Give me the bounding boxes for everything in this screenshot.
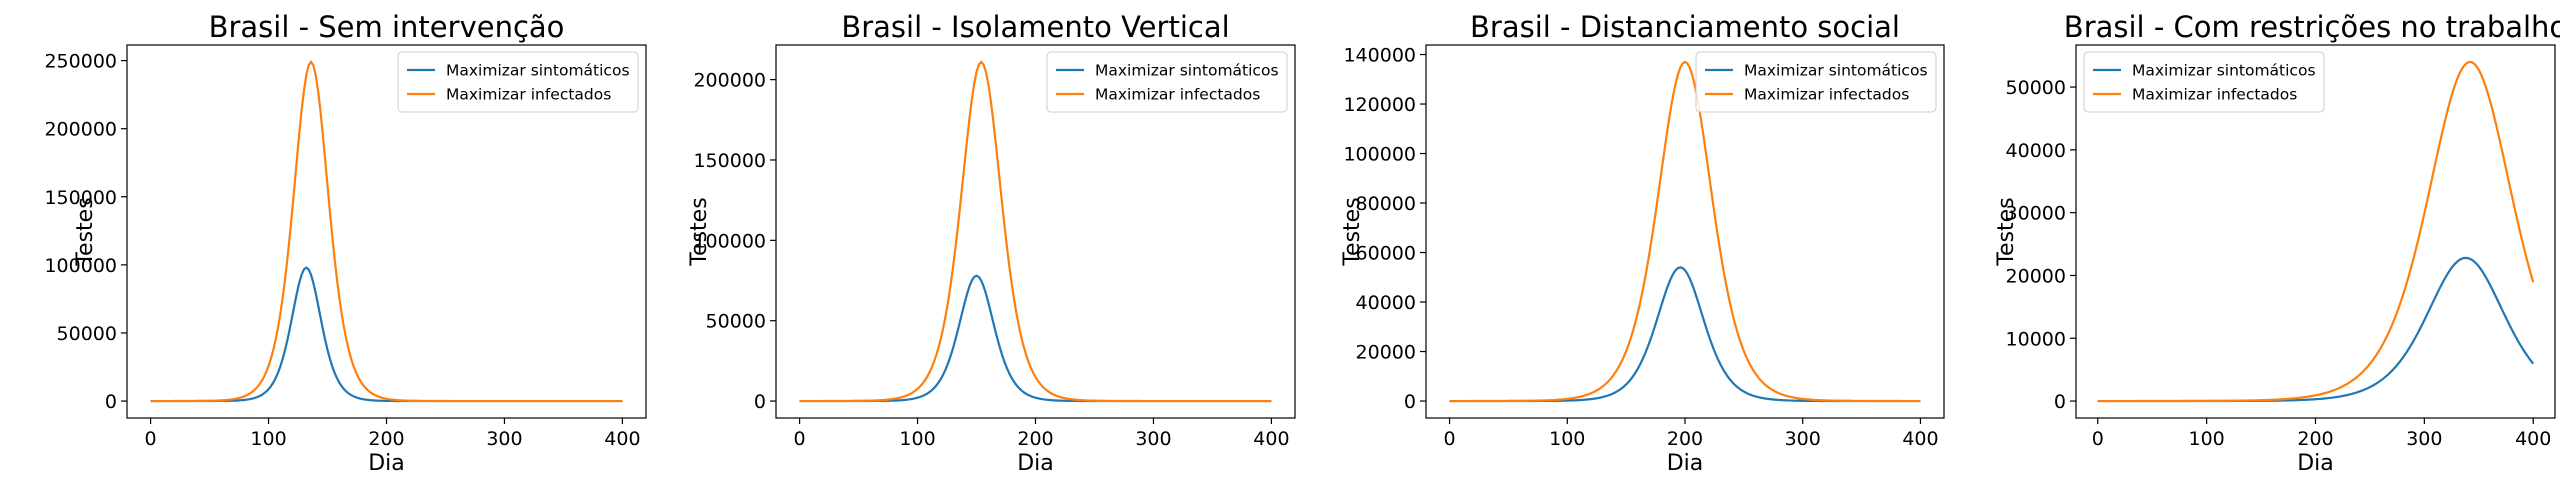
legend-entry: Maximizar sintomáticos [1744, 62, 1928, 80]
chart-panel-4: 0 100 200 300 400 0 10000 20000 30000 40000 50000 B… [1994, 10, 2560, 476]
x-tick-label: 300 [1135, 428, 1171, 450]
x-tick-label: 400 [604, 428, 640, 450]
y-tick-label: 140000 [1343, 45, 1416, 67]
legend-entry: Maximizar infectados [1744, 86, 1909, 104]
x-axis-label: Dia [1017, 451, 1054, 476]
y-tick-label: 0 [105, 391, 117, 413]
legend-box [1046, 51, 1288, 113]
y-tick-label: 150000 [693, 150, 766, 172]
y-tick-label: 120000 [1343, 94, 1416, 116]
y-tick-label: 20000 [2006, 265, 2066, 287]
legend-box [397, 51, 639, 113]
chart-title: Brasil - Com restrições no trabalho [2064, 10, 2560, 44]
x-tick-label: 100 [1549, 428, 1585, 450]
y-tick-label: 50000 [2006, 77, 2066, 99]
x-axis-label: Dia [1667, 451, 1704, 476]
series-line-2 [2097, 60, 2535, 403]
x-tick-label: 0 [2092, 428, 2104, 450]
y-axis-label: Testes [687, 197, 712, 266]
y-axis-label: Testes [1994, 197, 2019, 266]
y-tick-label: 20000 [1356, 342, 1416, 364]
series-line-1 [150, 266, 623, 403]
y-tick-label: 60000 [1356, 243, 1416, 265]
x-tick-label: 200 [368, 428, 404, 450]
legend-entry: Maximizar infectados [1095, 86, 1260, 104]
y-tick-label: 40000 [1356, 292, 1416, 314]
y-tick-label: 50000 [57, 323, 117, 345]
legend-entry: Maximizar sintomáticos [446, 62, 630, 80]
chart-panel-1: 0 100 200 300 400 0 50000 100000 150000 200000 250… [44, 10, 647, 476]
legend-entry: Maximizar infectados [446, 86, 611, 104]
y-tick-label: 250000 [44, 51, 117, 73]
x-tick-label: 100 [2189, 428, 2225, 450]
x-tick-label: 100 [250, 428, 286, 450]
chart-title: Brasil - Sem intervenção [209, 10, 565, 44]
y-tick-label: 100000 [1343, 144, 1416, 166]
x-axis-label: Dia [368, 451, 405, 476]
series-line-2 [799, 60, 1272, 403]
y-tick-label: 40000 [2006, 140, 2066, 162]
legend-box [2083, 51, 2325, 113]
series-line-1 [2097, 256, 2535, 403]
y-tick-label: 0 [2054, 391, 2066, 413]
x-axis-label: Dia [2297, 451, 2334, 476]
y-tick-label: 200000 [44, 119, 117, 141]
x-tick-label: 200 [2297, 428, 2333, 450]
x-tick-label: 300 [486, 428, 522, 450]
legend-entry: Maximizar infectados [2132, 86, 2297, 104]
series-line-1 [1449, 266, 1921, 403]
series-line-1 [799, 274, 1272, 403]
x-tick-label: 300 [1785, 428, 1821, 450]
series-line-2 [150, 60, 623, 403]
legend: Maximizar sintomáticos Maximizar infectad… [397, 51, 639, 113]
y-tick-label: 50000 [706, 311, 766, 333]
y-axis-label: Testes [73, 197, 98, 266]
y-tick-label: 10000 [2006, 328, 2066, 350]
x-tick-label: 400 [1253, 428, 1289, 450]
x-tick-label: 200 [1667, 428, 1703, 450]
legend-entry: Maximizar sintomáticos [2132, 62, 2316, 80]
y-tick-label: 200000 [693, 70, 766, 92]
y-tick-label: 80000 [1356, 193, 1416, 215]
x-tick-label: 200 [1017, 428, 1053, 450]
x-tick-label: 0 [794, 428, 806, 450]
legend: Maximizar sintomáticos Maximizar infectad… [1046, 51, 1288, 113]
legend-entry: Maximizar sintomáticos [1095, 62, 1279, 80]
legend-box [1695, 51, 1937, 113]
y-axis-label: Testes [1340, 197, 1365, 266]
y-tick-label: 100000 [44, 255, 117, 277]
x-tick-label: 400 [2515, 428, 2551, 450]
chart-panel-2: 0 100 200 300 400 0 50000 100000 150000 200000 Bra… [687, 10, 1296, 476]
y-tick-label: 0 [1404, 391, 1416, 413]
y-tick-label: 150000 [44, 187, 117, 209]
x-tick-label: 0 [145, 428, 157, 450]
legend: Maximizar sintomáticos Maximizar infectad… [2083, 51, 2325, 113]
y-tick-label: 0 [754, 391, 766, 413]
x-tick-label: 300 [2406, 428, 2442, 450]
y-tick-label: 30000 [2006, 203, 2066, 225]
chart-title: Brasil - Isolamento Vertical [841, 10, 1229, 44]
series-line-2 [1449, 60, 1921, 403]
y-tick-label: 100000 [693, 230, 766, 252]
x-tick-label: 400 [1902, 428, 1938, 450]
x-tick-label: 100 [899, 428, 935, 450]
chart-panel-3: 0 100 200 300 400 0 20000 40000 60000 80000 100000… [1340, 10, 1945, 476]
legend: Maximizar sintomáticos Maximizar infectad… [1695, 51, 1937, 113]
x-tick-label: 0 [1443, 428, 1455, 450]
chart-title: Brasil - Distanciamento social [1470, 10, 1900, 44]
